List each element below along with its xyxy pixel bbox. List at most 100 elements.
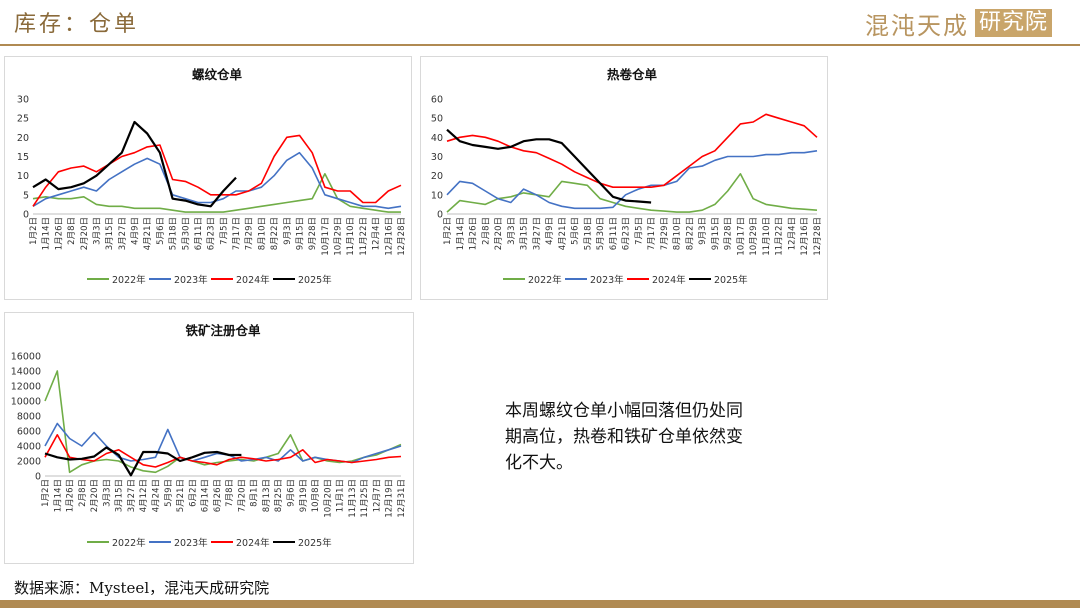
chart-title: 铁矿注册仓单	[185, 323, 261, 338]
series-line-2023年	[32, 151, 402, 210]
y-tick-label: 40	[431, 133, 443, 144]
legend-label: 2023年	[174, 274, 208, 286]
x-tick-label: 9月3日	[283, 217, 293, 245]
x-tick-label: 6月23日	[207, 217, 217, 250]
y-tick-label: 20	[17, 133, 29, 144]
y-tick-label: 20	[431, 171, 443, 182]
x-tick-label: 5月30日	[181, 217, 191, 250]
x-tick-label: 6月11日	[194, 217, 204, 250]
x-tick-label: 3月27日	[532, 217, 542, 250]
x-tick-label: 1月2日	[41, 479, 51, 507]
header-divider	[0, 44, 1080, 46]
hrc-chart: 热卷仓单 0 10 20 30 40 50 60 1月2日 1月14日 1月26日 2月8日 2月20日…	[431, 67, 823, 286]
y-tick-label: 30	[17, 95, 29, 106]
y-tick-label: 4000	[17, 442, 41, 453]
x-tick-label: 1月26日	[54, 217, 64, 250]
company-logo: 混沌天成 研究院	[865, 8, 1052, 40]
legend-label: 2024年	[236, 537, 270, 549]
x-tick-label: 8月22日	[685, 217, 695, 250]
x-tick-label: 7月17日	[647, 217, 657, 250]
x-tick-label: 3月27日	[118, 217, 128, 250]
y-tick-label: 10	[17, 171, 29, 182]
y-tick-label: 10000	[11, 397, 41, 408]
x-tick-label: 11月10日	[346, 217, 356, 256]
x-tick-label: 9月28日	[724, 217, 734, 250]
legend-label: 2023年	[590, 274, 624, 286]
x-tick-label: 10月29日	[334, 217, 344, 256]
x-tick-label: 12月4日	[787, 217, 797, 250]
chart-panel-iron-ore: 铁矿注册仓单 0 2000 4000 6000 8000 10000 12000 14000 16…	[4, 312, 414, 564]
x-tick-label: 12月28日	[813, 217, 823, 256]
x-tick-label: 12月4日	[372, 217, 382, 250]
x-tick-label: 9月3日	[698, 217, 708, 245]
legend-label: 2022年	[112, 274, 146, 286]
series-line-2024年	[44, 434, 402, 468]
series-line-2022年	[446, 173, 818, 213]
x-tick-label: 5月21日	[176, 479, 186, 512]
x-tick-label: 1月26日	[469, 217, 479, 250]
x-tick-label: 2月8日	[481, 217, 491, 245]
x-tick-label: 1月2日	[29, 217, 39, 245]
legend-label: 2022年	[112, 537, 146, 549]
chart-panel-hrc: 热卷仓单 0 10 20 30 40 50 60 1月2日 1月14日 1月26日 2月8日 2月20日…	[420, 56, 828, 300]
x-tick-label: 6月11日	[609, 217, 619, 250]
y-tick-label: 0	[437, 210, 443, 221]
y-tick-label: 50	[431, 114, 443, 125]
iron-ore-chart: 铁矿注册仓单 0 2000 4000 6000 8000 10000 12000 14000 16…	[11, 323, 407, 549]
x-tick-label: 1月14日	[53, 479, 63, 512]
x-tick-label: 10月17日	[321, 217, 331, 256]
x-tick-label: 1月2日	[443, 217, 453, 245]
series-line-2023年	[44, 422, 402, 464]
y-tick-label: 8000	[17, 412, 41, 423]
x-tick-label: 5月6日	[156, 217, 166, 245]
y-tick-label: 6000	[17, 427, 41, 438]
x-tick-label: 5月18日	[583, 217, 593, 250]
x-tick-label: 7月5日	[634, 217, 644, 245]
x-tick-label: 12月28日	[397, 217, 407, 256]
x-tick-label: 8月1日	[250, 479, 260, 507]
series-line-2022年	[44, 370, 402, 474]
series-line-2024年	[32, 134, 402, 207]
x-tick-label: 2月20日	[494, 217, 504, 250]
x-tick-label: 10月29日	[749, 217, 759, 256]
series-line-2025年	[44, 446, 242, 477]
x-tick-label: 7月5日	[219, 217, 229, 245]
x-tick-label: 6月2日	[188, 479, 198, 507]
x-tick-label: 4月21日	[143, 217, 153, 250]
x-tick-label: 7月17日	[232, 217, 242, 250]
x-tick-label: 5月6日	[571, 217, 581, 245]
legend-label: 2025年	[298, 537, 332, 549]
x-tick-label: 11月1日	[336, 479, 346, 512]
x-tick-label: 11月13日	[348, 479, 358, 518]
x-tick-label: 6月14日	[201, 479, 211, 512]
y-tick-label: 5	[23, 190, 29, 201]
y-tick-label: 0	[23, 210, 29, 221]
x-tick-label: 8月10日	[257, 217, 267, 250]
x-tick-label: 3月15日	[105, 217, 115, 250]
commentary-text: 本周螺纹仓单小幅回落但仍处同期高位，热卷和铁矿仓单依然变化不大。	[505, 401, 743, 473]
x-tick-label: 12月16日	[800, 217, 810, 256]
y-tick-label: 10	[431, 190, 443, 201]
x-tick-label: 5月30日	[596, 217, 606, 250]
x-tick-label: 12月7日	[372, 479, 382, 512]
x-tick-label: 10月17日	[736, 217, 746, 256]
page-title: 库存：仓单	[14, 12, 140, 37]
x-tick-label: 11月22日	[359, 217, 369, 256]
y-tick-label: 12000	[11, 382, 41, 393]
x-tick-label: 5月18日	[169, 217, 179, 250]
y-tick-label: 16000	[11, 352, 41, 363]
x-tick-label: 3月3日	[102, 479, 112, 507]
series-line-2025年	[446, 128, 652, 204]
y-tick-label: 2000	[17, 457, 41, 468]
x-tick-label: 12月19日	[385, 479, 395, 518]
legend-label: 2024年	[236, 274, 270, 286]
x-tick-label: 6月26日	[213, 479, 223, 512]
legend-label: 2022年	[528, 274, 562, 286]
x-tick-label: 9月19日	[299, 479, 309, 512]
x-tick-label: 3月27日	[127, 479, 137, 512]
x-tick-label: 5月9日	[164, 479, 174, 507]
x-tick-label: 10月8日	[311, 479, 321, 512]
legend-label: 2024年	[652, 274, 686, 286]
x-tick-label: 2月20日	[90, 479, 100, 512]
